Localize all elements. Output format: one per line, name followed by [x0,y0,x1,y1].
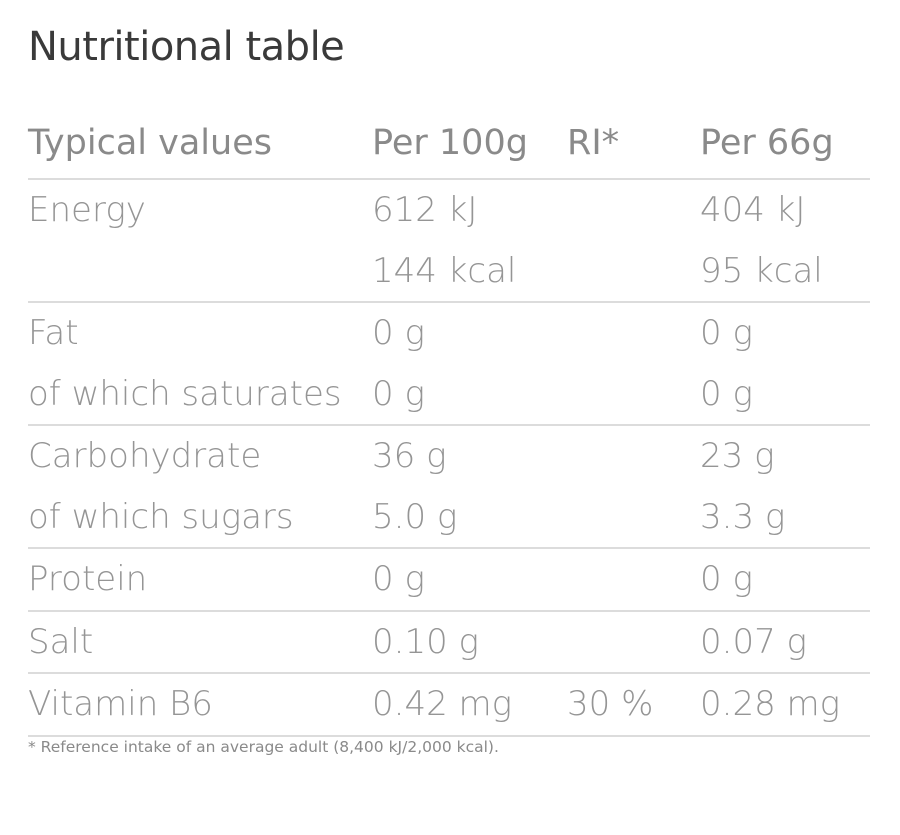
value-per-portion: 0.07 g [700,621,807,662]
table-row: Vitamin B6 0.42 mg 30 % 0.28 mg [28,674,870,735]
table-row: Energy 612 kJ 404 kJ [28,180,870,241]
table-row-group: Fat 0 g 0 g of which saturates 0 g 0 g [28,303,870,426]
nutrient-name: Carbohydrate [28,436,262,477]
value-per-100g: 36 g [372,436,447,477]
value-per-100g: 0.10 g [372,621,479,662]
footnote: * Reference intake of an average adult (… [28,738,499,756]
value-per-portion: 0 g [700,373,753,414]
value-ri: 30 % [567,684,654,725]
value-per-portion: 404 kJ [700,190,806,231]
table-row: 144 kcal 95 kcal [28,241,870,302]
value-per-100g: 0.42 mg [372,684,513,725]
value-per-100g: 144 kcal [372,250,517,291]
value-per-portion: 23 g [700,436,775,477]
value-per-100g: 0 g [372,373,425,414]
page-title: Nutritional table [28,24,345,70]
value-per-100g: 0 g [372,313,425,354]
table-row-group: Vitamin B6 0.42 mg 30 % 0.28 mg [28,674,870,737]
value-per-portion: 0.28 mg [700,684,841,725]
table-row-group: Carbohydrate 36 g 23 g of which sugars 5.0 g… [28,426,870,549]
nutrient-name: of which sugars [28,496,294,537]
header-per-100g: Per 100g [372,123,528,163]
value-per-100g: 5.0 g [372,496,458,537]
nutrient-name: Fat [28,313,79,354]
table-row: Protein 0 g 0 g [28,549,870,610]
value-per-portion: 0 g [700,559,753,600]
nutrient-name: Vitamin B6 [28,684,213,725]
table-header: Typical values Per 100g RI* Per 66g [28,108,870,180]
table-row: Fat 0 g 0 g [28,303,870,364]
value-per-portion: 3.3 g [700,496,786,537]
value-per-100g: 0 g [372,559,425,600]
nutrient-name: of which saturates [28,373,342,414]
table-row: of which saturates 0 g 0 g [28,364,870,425]
header-ri: RI* [567,123,620,163]
table-row: Carbohydrate 36 g 23 g [28,426,870,487]
value-per-portion: 95 kcal [700,250,823,291]
table-row-group: Salt 0.10 g 0.07 g [28,612,870,674]
value-per-portion: 0 g [700,313,753,354]
table-row-group: Energy 612 kJ 404 kJ 144 kcal 95 kcal [28,180,870,303]
nutrition-table: Typical values Per 100g RI* Per 66g Ener… [28,108,870,737]
value-per-100g: 612 kJ [372,190,478,231]
nutrient-name: Salt [28,621,94,662]
header-typical-values: Typical values [28,123,272,163]
nutrient-name: Energy [28,190,146,231]
table-row: of which sugars 5.0 g 3.3 g [28,487,870,548]
header-per-portion: Per 66g [700,123,834,163]
table-row-group: Protein 0 g 0 g [28,549,870,612]
table-row: Salt 0.10 g 0.07 g [28,612,870,673]
nutrient-name: Protein [28,559,148,600]
